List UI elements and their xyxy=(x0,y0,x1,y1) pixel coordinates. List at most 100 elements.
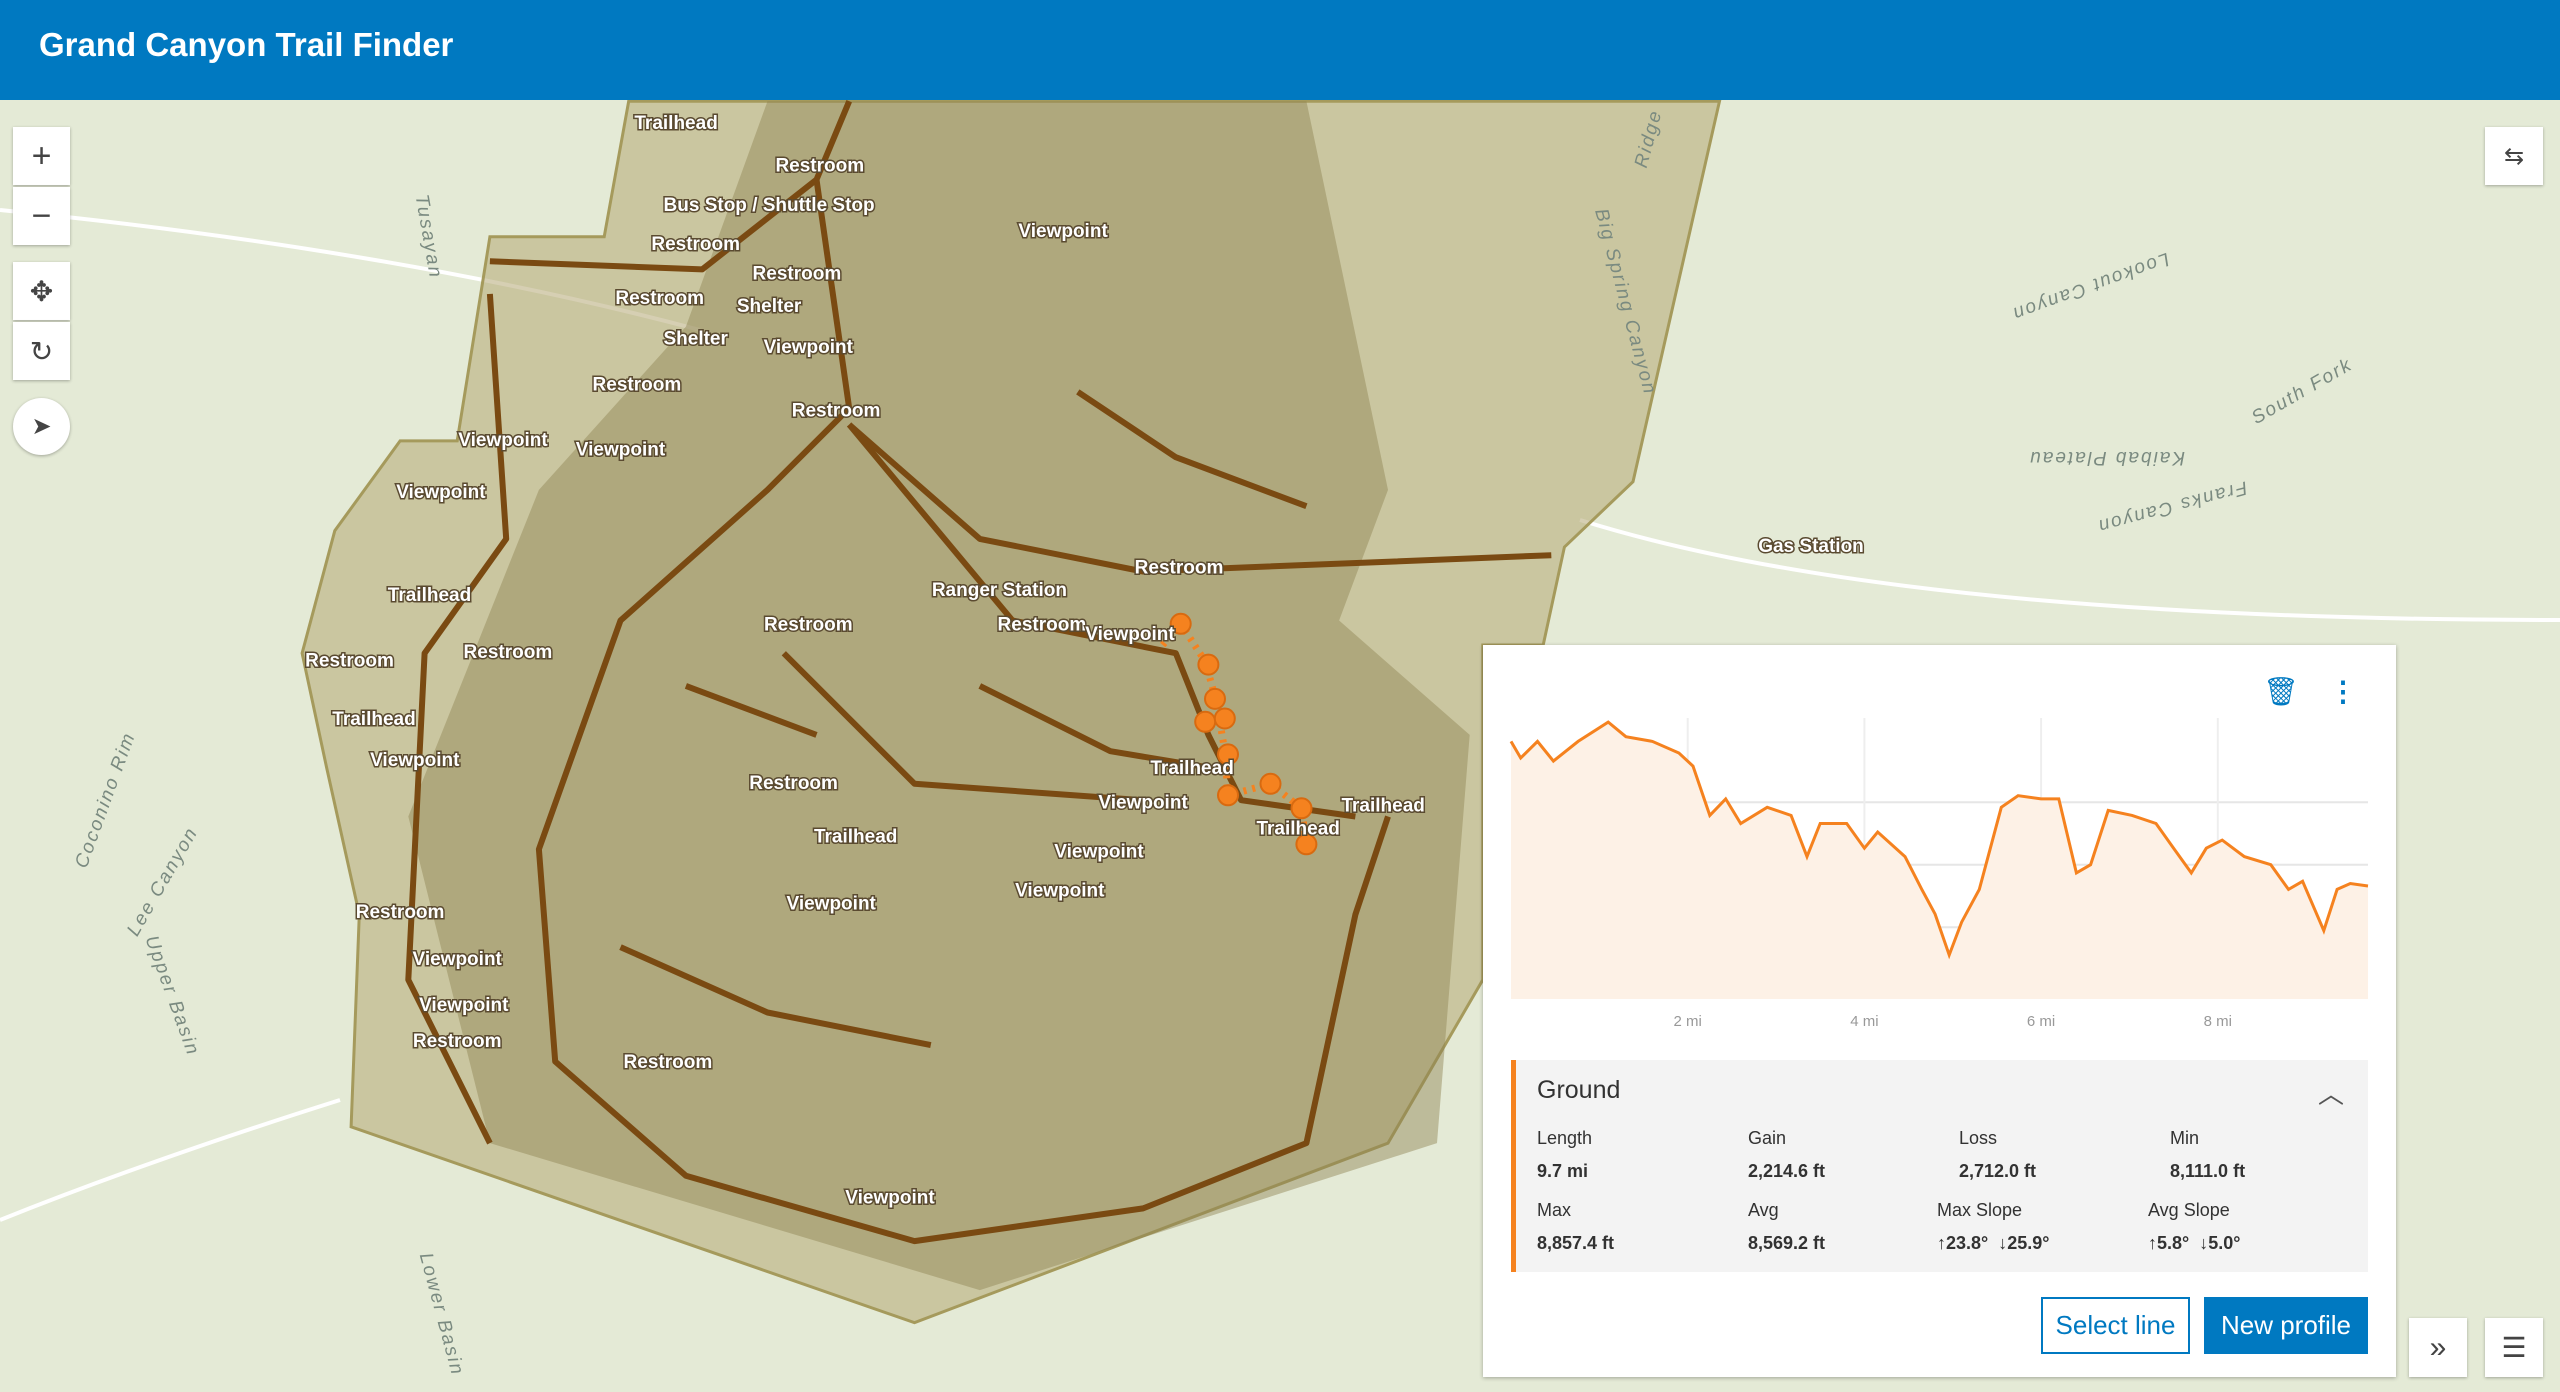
trail xyxy=(535,179,1391,1245)
place-name: Kaibab Plateau xyxy=(2028,447,2185,468)
max-slope: Max Slope ↑23.8° ↓25.9° xyxy=(1937,1200,2049,1254)
map-label: Restroom xyxy=(464,642,553,663)
map-label: Trailhead xyxy=(634,113,717,134)
route-vertex xyxy=(1259,772,1282,795)
stat-value: 8,111.0 ft xyxy=(2170,1161,2246,1181)
map-label: Viewpoint xyxy=(370,750,460,771)
route-vertex xyxy=(1213,707,1236,730)
map-label: Restroom xyxy=(998,614,1087,635)
stat: Length 9.7 mi xyxy=(1537,1128,1592,1182)
profile-chart: 8,000 ft8,200 ft8,400 ft8,600 ft2 mi4 mi… xyxy=(1509,718,2369,1030)
map-label: Trailhead xyxy=(814,827,897,848)
profile-area xyxy=(1511,722,2368,999)
map-label: Viewpoint xyxy=(1085,624,1175,645)
route-vertex xyxy=(1194,710,1217,733)
stat-value: 2,712.0 ft xyxy=(1959,1161,2037,1181)
stat-value: 8,569.2 ft xyxy=(1748,1233,1826,1253)
map-label: Viewpoint xyxy=(413,949,503,970)
map-label: Viewpoint xyxy=(1054,841,1144,862)
zoom-in[interactable]: + xyxy=(13,127,70,185)
x-tick-label: 8 mi xyxy=(2204,1013,2232,1030)
map-label: Viewpoint xyxy=(1018,221,1108,242)
measure-tool[interactable]: ⇆ xyxy=(2485,127,2543,185)
map-label: Restroom xyxy=(305,650,394,671)
slope-up: 5.8° xyxy=(2157,1233,2190,1253)
slope-down: 25.9° xyxy=(2007,1233,2050,1253)
stat-label: Avg Slope xyxy=(2148,1200,2230,1220)
trail xyxy=(781,651,1144,804)
canyon-terrain xyxy=(408,101,1470,1291)
route-vertex xyxy=(1169,612,1192,635)
options-menu[interactable]: ⋮ xyxy=(2329,676,2357,707)
map-label: Viewpoint xyxy=(1015,881,1105,902)
map-label: Restroom xyxy=(615,288,704,309)
route-vertex xyxy=(1217,784,1239,807)
stat-label: Loss xyxy=(1959,1128,1998,1148)
trail xyxy=(978,683,1209,771)
rotate-tool[interactable]: ↻ xyxy=(13,322,70,380)
trail xyxy=(847,422,1552,575)
app-title: Grand Canyon Trail Finder xyxy=(39,26,454,63)
expand-button[interactable]: » xyxy=(2409,1318,2467,1377)
map-label: Restroom xyxy=(775,156,864,177)
pan-tool[interactable]: ✥ xyxy=(13,262,70,320)
x-tick-label: 6 mi xyxy=(2027,1013,2055,1030)
new-profile-button[interactable]: New profile xyxy=(2204,1297,2368,1354)
ground-section: Ground ︿ Length 9.7 mi Gain 2,214.6 ft Loss 2… xyxy=(1511,1060,2368,1272)
stat-value: 8,857.4 ft xyxy=(1537,1233,1615,1253)
map-label: Restroom xyxy=(356,902,445,923)
stat: Gain 2,214.6 ft xyxy=(1748,1128,1825,1182)
app-header: Grand Canyon Trail Finder xyxy=(0,0,2560,100)
map-label: Restroom xyxy=(753,263,842,284)
route-vertex xyxy=(1295,833,1318,856)
map-label: Trailhead xyxy=(1341,796,1424,817)
map-label: Restroom xyxy=(413,1031,502,1052)
trail xyxy=(1076,389,1308,510)
stat: Min 8,111.0 ft xyxy=(2170,1128,2245,1182)
stat-label: Length xyxy=(1537,1128,1593,1148)
map-label: Restroom xyxy=(792,401,881,422)
map-label: Ranger Station xyxy=(932,580,1067,601)
delete-button[interactable]: 🗑 xyxy=(2263,676,2299,707)
select-line-button[interactable]: Select line xyxy=(2041,1297,2190,1354)
elevation-profile-panel: 🗑 ⋮ 8,000 ft8,200 ft8,400 ft8,600 ft2 mi… xyxy=(1483,645,2396,1377)
map-label: Gas Station xyxy=(1758,536,1864,557)
stat-label: Max Slope xyxy=(1937,1200,2023,1220)
map-label: Restroom xyxy=(749,773,838,794)
stat-label: Avg xyxy=(1748,1200,1779,1220)
x-tick-label: 2 mi xyxy=(1674,1013,1702,1030)
zoom-out[interactable]: − xyxy=(13,187,70,245)
collapse-button[interactable]: ︿ xyxy=(2317,1079,2344,1109)
trail xyxy=(405,293,510,1145)
compass[interactable]: ➤ xyxy=(13,398,70,455)
map-label: Trailhead xyxy=(388,585,471,606)
slope-up: 23.8° xyxy=(1946,1233,1989,1253)
park-boundary xyxy=(300,100,1722,1325)
route-vertex xyxy=(1290,797,1313,820)
map-label: Viewpoint xyxy=(845,1188,935,1209)
map-label: Shelter xyxy=(663,329,728,350)
stat-value: 9.7 mi xyxy=(1537,1161,1589,1181)
map-label: Restroom xyxy=(651,234,740,255)
map-label: Viewpoint xyxy=(1098,792,1188,813)
stat-label: Gain xyxy=(1748,1128,1787,1148)
layer-list-button[interactable]: ☰ xyxy=(2485,1318,2543,1377)
map-label: Viewpoint xyxy=(764,337,854,358)
map-label: Bus Stop / Shuttle Stop xyxy=(664,195,875,216)
map-label: Trailhead xyxy=(332,709,415,730)
stat-label: Max xyxy=(1537,1200,1572,1220)
profile-line xyxy=(1509,720,2369,960)
slope-down: 5.0° xyxy=(2208,1233,2241,1253)
route-vertex xyxy=(1204,687,1226,710)
stat: Avg 8,569.2 ft xyxy=(1748,1200,1825,1254)
map-label: Shelter xyxy=(737,296,802,317)
route-vertex xyxy=(1197,653,1220,676)
map-label: Viewpoint xyxy=(458,430,548,451)
map-label: Viewpoint xyxy=(419,995,509,1016)
trail xyxy=(684,683,818,738)
ground-title: Ground xyxy=(1537,1076,1621,1104)
map-label: Viewpoint xyxy=(787,894,877,915)
stat-value: ↑23.8° ↓25.9° xyxy=(1937,1233,2050,1253)
